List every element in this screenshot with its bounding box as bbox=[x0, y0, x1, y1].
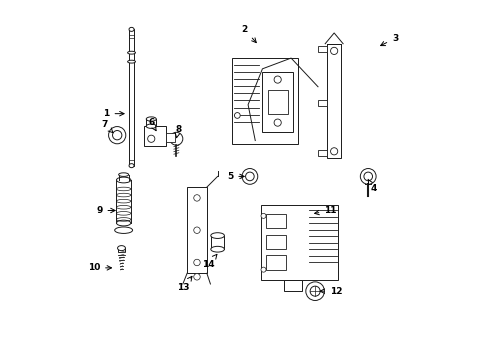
Text: 5: 5 bbox=[226, 172, 244, 181]
Circle shape bbox=[193, 259, 200, 266]
Text: 9: 9 bbox=[96, 206, 115, 215]
Bar bbox=[260, 205, 337, 280]
Text: 2: 2 bbox=[241, 25, 256, 42]
Circle shape bbox=[234, 113, 240, 118]
Text: 14: 14 bbox=[202, 254, 217, 269]
Text: 6: 6 bbox=[148, 118, 156, 131]
Bar bbox=[317, 150, 326, 156]
Circle shape bbox=[309, 286, 320, 296]
Bar bbox=[262, 72, 292, 132]
Ellipse shape bbox=[127, 51, 135, 54]
Circle shape bbox=[193, 227, 200, 233]
Bar bbox=[144, 126, 165, 146]
Circle shape bbox=[108, 127, 125, 144]
Bar bbox=[265, 214, 285, 228]
Circle shape bbox=[169, 132, 183, 145]
Circle shape bbox=[193, 274, 200, 280]
Bar bbox=[187, 187, 206, 273]
Ellipse shape bbox=[210, 233, 224, 238]
Text: 13: 13 bbox=[177, 276, 192, 292]
Bar bbox=[317, 46, 326, 52]
Ellipse shape bbox=[116, 220, 131, 226]
Circle shape bbox=[112, 131, 122, 140]
Bar bbox=[326, 44, 341, 158]
Ellipse shape bbox=[146, 124, 156, 129]
Circle shape bbox=[360, 168, 375, 184]
Ellipse shape bbox=[210, 246, 224, 252]
Ellipse shape bbox=[146, 117, 156, 121]
Bar bbox=[267, 90, 287, 114]
Text: 7: 7 bbox=[101, 120, 113, 133]
Circle shape bbox=[363, 172, 372, 181]
Ellipse shape bbox=[129, 164, 134, 168]
Circle shape bbox=[193, 195, 200, 201]
Bar bbox=[265, 234, 285, 249]
Text: 3: 3 bbox=[380, 34, 397, 46]
Bar bbox=[231, 58, 298, 144]
Ellipse shape bbox=[119, 173, 128, 176]
Circle shape bbox=[242, 168, 257, 184]
Circle shape bbox=[330, 148, 337, 155]
Text: 1: 1 bbox=[103, 109, 124, 118]
Circle shape bbox=[147, 135, 155, 142]
Bar bbox=[129, 30, 134, 166]
Ellipse shape bbox=[116, 177, 131, 183]
Ellipse shape bbox=[115, 227, 132, 233]
Circle shape bbox=[330, 47, 337, 54]
Circle shape bbox=[261, 267, 265, 272]
Circle shape bbox=[274, 76, 281, 83]
Text: 12: 12 bbox=[320, 287, 342, 296]
Circle shape bbox=[261, 213, 265, 219]
Ellipse shape bbox=[117, 246, 125, 251]
Circle shape bbox=[245, 172, 254, 181]
Bar bbox=[265, 255, 285, 270]
Ellipse shape bbox=[127, 60, 135, 63]
Circle shape bbox=[305, 282, 324, 301]
Text: 10: 10 bbox=[87, 264, 111, 273]
Text: 11: 11 bbox=[314, 206, 336, 215]
Text: 8: 8 bbox=[175, 125, 181, 138]
Bar bbox=[284, 280, 301, 291]
Circle shape bbox=[274, 119, 281, 126]
Ellipse shape bbox=[129, 27, 134, 31]
Bar bbox=[165, 134, 174, 142]
Text: 4: 4 bbox=[367, 179, 376, 193]
Bar bbox=[317, 100, 326, 106]
